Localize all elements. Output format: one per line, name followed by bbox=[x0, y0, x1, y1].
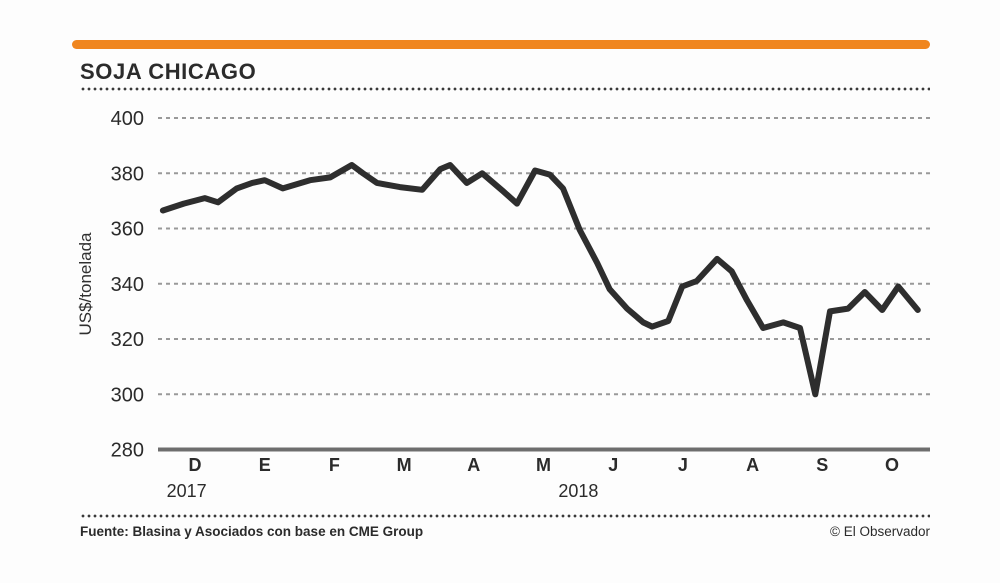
y-tick-label-300: 300 bbox=[111, 384, 144, 406]
x-tick-month-F: F bbox=[329, 455, 340, 475]
y-tick-label-280: 280 bbox=[111, 440, 144, 462]
x-tick-month-E: E bbox=[259, 455, 271, 475]
y-tick-label-400: 400 bbox=[111, 108, 144, 130]
x-tick-month-J: J bbox=[608, 455, 618, 475]
footer-divider bbox=[80, 514, 930, 518]
title-divider bbox=[80, 87, 930, 91]
x-tick-month-D: D bbox=[189, 455, 202, 475]
x-tick-month-S: S bbox=[816, 455, 828, 475]
y-tick-label-360: 360 bbox=[111, 219, 144, 241]
year-label-2018: 2018 bbox=[558, 481, 598, 501]
x-tick-month-O: O bbox=[885, 455, 899, 475]
y-tick-label-380: 380 bbox=[111, 163, 144, 185]
credit-text: © El Observador bbox=[830, 524, 930, 539]
price-line bbox=[159, 162, 921, 398]
y-tick-label-320: 320 bbox=[111, 329, 144, 351]
x-tick-month-A: A bbox=[467, 455, 480, 475]
x-tick-month-M: M bbox=[397, 455, 412, 475]
source-text: Fuente: Blasina y Asociados con base en … bbox=[80, 524, 424, 539]
x-tick-month-A: A bbox=[746, 455, 759, 475]
year-label-2017: 2017 bbox=[167, 481, 207, 501]
accent-bar bbox=[72, 40, 930, 49]
x-tick-month-M: M bbox=[536, 455, 551, 475]
x-tick-month-J: J bbox=[678, 455, 688, 475]
y-tick-label-340: 340 bbox=[111, 274, 144, 296]
chart-title: SOJA CHICAGO bbox=[80, 59, 257, 84]
